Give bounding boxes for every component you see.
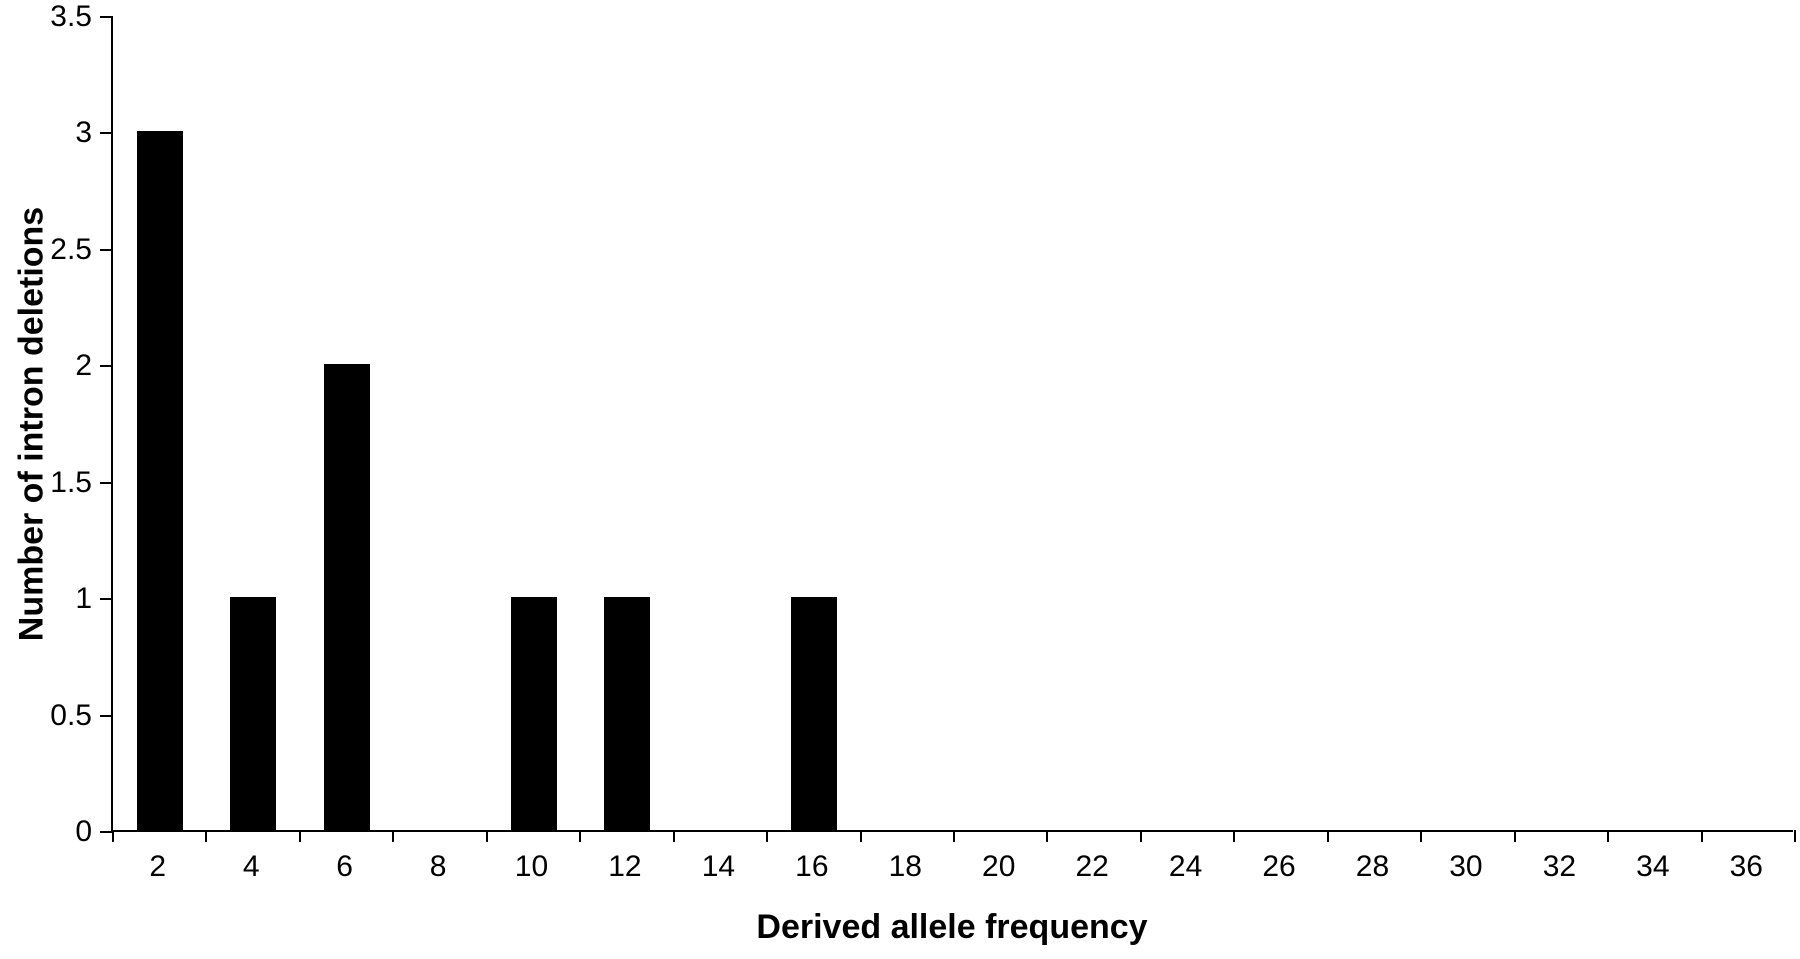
y-axis-tick xyxy=(100,132,113,135)
x-tick-label: 30 xyxy=(1449,850,1483,883)
y-tick-label: 0.5 xyxy=(50,698,92,732)
x-tick-label: 12 xyxy=(608,850,642,883)
x-tick-label: 18 xyxy=(888,850,922,883)
bar-daf-16 xyxy=(790,597,837,830)
x-tick-label: 16 xyxy=(795,850,829,883)
bar-daf-4 xyxy=(230,597,277,830)
y-axis-tick xyxy=(100,831,113,833)
bar-daf-10 xyxy=(510,597,557,830)
y-tick-label: 1 xyxy=(75,582,92,616)
y-tick-label: 3.5 xyxy=(50,0,92,33)
x-tick-label: 34 xyxy=(1636,850,1670,883)
y-tick-label: 0 xyxy=(75,815,92,848)
x-tick-label: 10 xyxy=(514,850,549,883)
x-axis-tick xyxy=(112,830,114,842)
y-tick-label: 2.5 xyxy=(50,232,92,266)
x-tick-label: 24 xyxy=(1168,850,1203,883)
x-tick-label: 14 xyxy=(701,850,736,883)
x-axis-title: Derived allele frequency xyxy=(756,908,1148,946)
x-axis-tick xyxy=(1794,830,1796,842)
y-axis-tick xyxy=(100,481,113,484)
x-tick-label: 28 xyxy=(1355,850,1390,883)
y-axis-tick xyxy=(100,365,113,368)
x-axis-tick xyxy=(953,830,955,842)
y-axis-title: Number of intron deletions xyxy=(12,206,51,642)
y-axis-tick xyxy=(100,714,113,717)
x-axis-tick xyxy=(1607,830,1610,842)
x-tick-label: 22 xyxy=(1075,850,1109,883)
x-tick-label: 6 xyxy=(336,850,353,883)
y-axis-tick xyxy=(100,248,113,251)
x-axis-tick xyxy=(1513,830,1516,842)
y-axis-tick xyxy=(100,16,113,18)
x-axis-tick xyxy=(672,830,675,842)
bar-daf-6 xyxy=(323,364,370,830)
x-tick-label: 36 xyxy=(1729,850,1763,883)
y-tick-label: 1.5 xyxy=(50,465,92,499)
x-tick-label: 20 xyxy=(982,850,1016,883)
bar-daf-2 xyxy=(136,131,183,830)
x-axis-tick xyxy=(485,830,488,842)
y-tick-label: 3 xyxy=(75,116,92,150)
x-axis-tick xyxy=(859,830,862,842)
x-tick-label: 4 xyxy=(242,850,260,883)
x-axis-tick xyxy=(1233,830,1236,842)
bar-daf-12 xyxy=(603,597,650,830)
x-axis-tick xyxy=(298,830,301,842)
x-tick-label: 32 xyxy=(1542,850,1577,883)
x-axis-tick xyxy=(1700,830,1703,842)
x-axis-tick xyxy=(1326,830,1329,842)
x-axis-tick xyxy=(392,830,395,842)
x-axis-tick xyxy=(766,830,769,842)
x-tick-label: 2 xyxy=(149,850,167,883)
y-tick-label: 2 xyxy=(75,349,92,383)
x-axis-tick xyxy=(1046,830,1049,842)
x-tick-label: 8 xyxy=(429,850,447,883)
y-axis-tick xyxy=(100,598,113,601)
x-axis-tick xyxy=(1139,830,1142,842)
x-tick-label: 26 xyxy=(1262,850,1296,883)
x-axis-tick xyxy=(205,830,208,842)
x-axis-tick xyxy=(1420,830,1423,842)
x-axis-tick xyxy=(579,830,582,842)
plot-area xyxy=(100,16,1796,842)
